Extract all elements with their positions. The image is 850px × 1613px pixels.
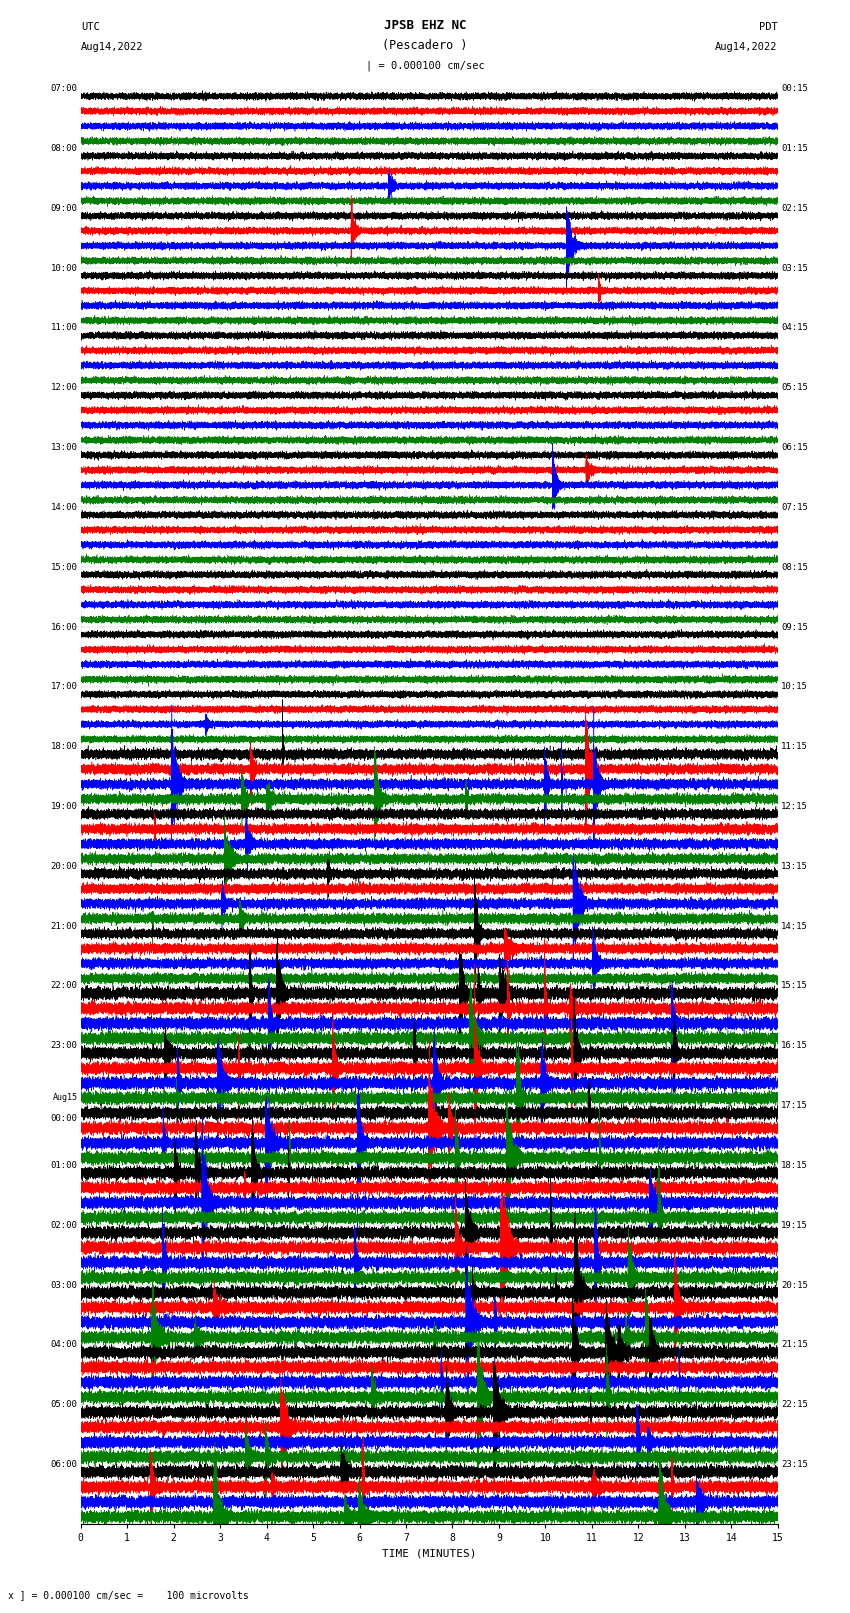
Text: 06:00: 06:00 [50,1460,77,1469]
Text: 00:15: 00:15 [781,84,808,94]
Text: 20:15: 20:15 [781,1281,808,1289]
Text: 13:00: 13:00 [50,444,77,452]
Text: 23:15: 23:15 [781,1460,808,1469]
Text: 09:00: 09:00 [50,203,77,213]
Text: Aug14,2022: Aug14,2022 [81,42,144,52]
Text: 12:15: 12:15 [781,802,808,811]
Text: 14:00: 14:00 [50,503,77,511]
Text: 05:15: 05:15 [781,384,808,392]
Text: x ] = 0.000100 cm/sec =    100 microvolts: x ] = 0.000100 cm/sec = 100 microvolts [8,1590,249,1600]
Text: 13:15: 13:15 [781,861,808,871]
Text: 23:00: 23:00 [50,1042,77,1050]
Text: 01:15: 01:15 [781,144,808,153]
Text: 02:15: 02:15 [781,203,808,213]
Text: 00:00: 00:00 [50,1113,77,1123]
Text: 07:15: 07:15 [781,503,808,511]
Text: 10:15: 10:15 [781,682,808,692]
Text: 11:15: 11:15 [781,742,808,752]
Text: 21:15: 21:15 [781,1340,808,1350]
Text: JPSB EHZ NC: JPSB EHZ NC [383,19,467,32]
Text: 02:00: 02:00 [50,1221,77,1229]
Text: | = 0.000100 cm/sec: | = 0.000100 cm/sec [366,60,484,71]
Text: Aug15: Aug15 [53,1094,77,1102]
Text: 11:00: 11:00 [50,324,77,332]
Text: 04:15: 04:15 [781,324,808,332]
Text: 22:00: 22:00 [50,981,77,990]
Text: Aug14,2022: Aug14,2022 [715,42,778,52]
Text: (Pescadero ): (Pescadero ) [382,39,468,52]
Text: 16:00: 16:00 [50,623,77,632]
Text: 03:15: 03:15 [781,263,808,273]
Text: 08:00: 08:00 [50,144,77,153]
Text: 05:00: 05:00 [50,1400,77,1410]
Text: 10:00: 10:00 [50,263,77,273]
Text: 18:15: 18:15 [781,1161,808,1169]
Text: 12:00: 12:00 [50,384,77,392]
Text: 19:00: 19:00 [50,802,77,811]
X-axis label: TIME (MINUTES): TIME (MINUTES) [382,1548,477,1558]
Text: 09:15: 09:15 [781,623,808,632]
Text: 15:00: 15:00 [50,563,77,571]
Text: 19:15: 19:15 [781,1221,808,1229]
Text: 17:15: 17:15 [781,1102,808,1110]
Text: 22:15: 22:15 [781,1400,808,1410]
Text: UTC: UTC [81,23,99,32]
Text: 08:15: 08:15 [781,563,808,571]
Text: 04:00: 04:00 [50,1340,77,1350]
Text: 06:15: 06:15 [781,444,808,452]
Text: 16:15: 16:15 [781,1042,808,1050]
Text: 18:00: 18:00 [50,742,77,752]
Text: 17:00: 17:00 [50,682,77,692]
Text: PDT: PDT [759,23,778,32]
Text: 20:00: 20:00 [50,861,77,871]
Text: 14:15: 14:15 [781,921,808,931]
Text: 21:00: 21:00 [50,921,77,931]
Text: 15:15: 15:15 [781,981,808,990]
Text: 01:00: 01:00 [50,1161,77,1169]
Text: 03:00: 03:00 [50,1281,77,1289]
Text: 07:00: 07:00 [50,84,77,94]
